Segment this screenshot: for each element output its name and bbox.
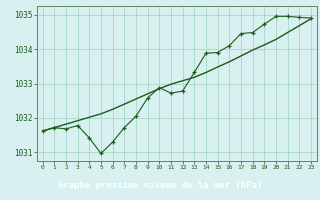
Text: Graphe pression niveau de la mer (hPa): Graphe pression niveau de la mer (hPa)	[58, 181, 262, 190]
